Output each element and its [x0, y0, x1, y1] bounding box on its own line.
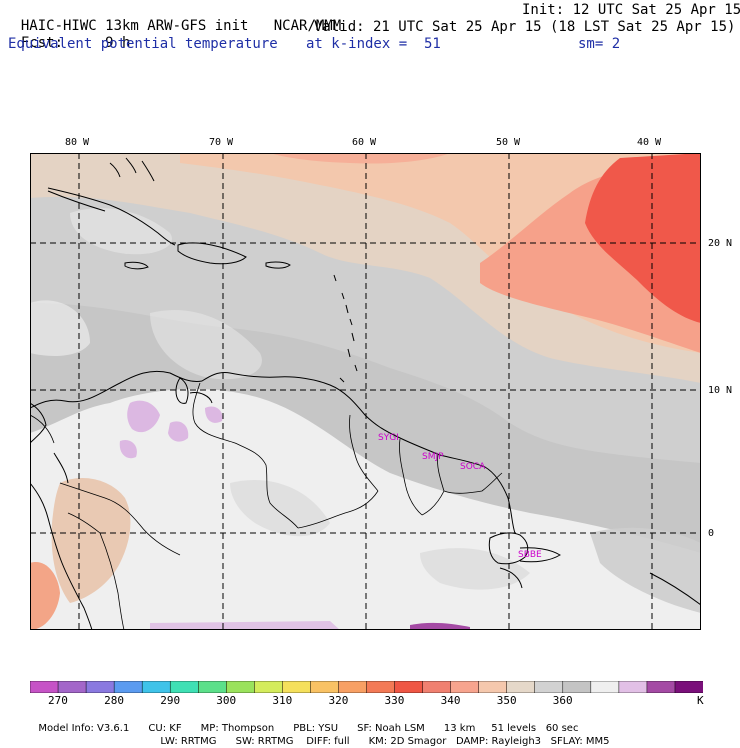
colorbar-swatch — [534, 681, 564, 693]
field-andes-tan — [51, 478, 131, 603]
lon-label-40w: 40 W — [637, 137, 662, 148]
colorbar-tick-label: 300 — [216, 694, 237, 707]
field-light-interior — [30, 388, 701, 630]
lat-lon-grid — [30, 153, 701, 630]
colorbar-unit: K — [697, 694, 704, 707]
colorbar-swatch — [226, 681, 256, 693]
colorbar-swatch — [422, 681, 452, 693]
smoothing-value: sm= 2 — [578, 36, 621, 52]
lon-label-70w: 70 W — [209, 137, 234, 148]
colorbar-swatch — [646, 681, 676, 693]
colorbar-tick-label: 330 — [384, 694, 405, 707]
lat-label-0: 0 — [708, 528, 715, 539]
lon-label-60w: 60 W — [352, 137, 377, 148]
level-index: at k-index = 51 — [306, 36, 441, 52]
colorbar-tick-label: 270 — [48, 694, 68, 707]
colorbar-swatch — [450, 681, 480, 693]
lat-label-20n: 20 N — [708, 238, 733, 249]
lon-label-80w: 80 W — [65, 137, 90, 148]
colorbar-swatch — [674, 681, 703, 693]
field-name: Equivalent potential temperature — [8, 36, 278, 52]
station-label-soca: SOCA — [460, 462, 486, 472]
colorbar-swatch — [478, 681, 508, 693]
colorbar-swatch — [506, 681, 536, 693]
station-label-sygi: SYGI — [378, 433, 399, 443]
init-time: Init: 12 UTC Sat 25 Apr 15 — [522, 2, 740, 18]
station-label-sbbe: SBBE — [518, 550, 542, 560]
colorbar-swatch — [141, 681, 171, 693]
lat-label-10n: 10 N — [708, 385, 733, 396]
colorbar-swatch — [57, 681, 87, 693]
footer-line-1: Model Info: V3.6.1 CU: KF MP: Thompson P… — [38, 723, 579, 734]
field-andes-salmon — [30, 562, 60, 630]
colorbar-tick-label: 290 — [160, 694, 181, 707]
valid-time: Valid: 21 UTC Sat 25 Apr 15 (18 LST Sat … — [314, 19, 736, 35]
org-label: NCAR/MMM — [273, 18, 342, 34]
theta-e-map: SYGI SMJP SOCA SBBE — [30, 153, 701, 630]
colorbar-tick-label: 280 — [104, 694, 124, 707]
colorbar-swatch — [338, 681, 368, 693]
colorbar-swatch — [30, 681, 59, 693]
colorbar-swatch — [113, 681, 143, 693]
colorbar-tick-label: 360 — [552, 694, 573, 707]
colorbar — [30, 681, 703, 693]
lon-label-50w: 50 W — [496, 137, 521, 148]
forecast-hour: Fcst: 9 h — [20, 35, 131, 51]
colorbar-swatch — [85, 681, 115, 693]
colorbar-swatch — [282, 681, 312, 693]
map-frame — [30, 153, 701, 630]
field-red-core — [585, 153, 701, 323]
colorbar-swatch — [254, 681, 284, 693]
colorbar-tick-label: 320 — [328, 694, 349, 707]
colorbar-swatch — [394, 681, 424, 693]
colorbar-swatch — [562, 681, 592, 693]
footer-line-2: LW: RRTMG SW: RRTMG DIFF: full KM: 2D Sm… — [160, 736, 610, 747]
colorbar-swatch — [310, 681, 340, 693]
colorbar-tick-label: 340 — [440, 694, 461, 707]
colorbar-swatch — [590, 681, 620, 693]
colorbar-swatch — [366, 681, 396, 693]
colorbar-swatch — [169, 681, 200, 693]
field-lilac-patch — [127, 400, 160, 433]
colorbar-swatch — [198, 681, 228, 693]
colorbar-tick-label: 350 — [496, 694, 517, 707]
coastlines — [30, 157, 701, 630]
station-label-smjp: SMJP — [422, 452, 444, 462]
model-title: HAIC-HIWC 13km ARW-GFS init NCAR/MMM — [20, 18, 342, 34]
colorbar-swatch — [618, 681, 648, 693]
country-borders — [30, 382, 503, 630]
colorbar-tick-label: 310 — [272, 694, 293, 707]
